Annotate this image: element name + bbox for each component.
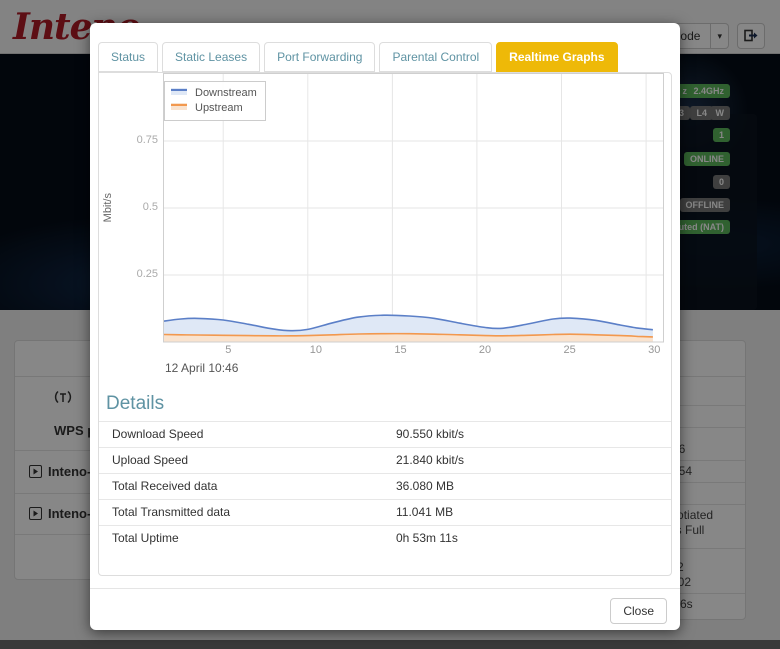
- y-axis-ticks: 0.25 0.5 0.75: [117, 73, 163, 343]
- x-tick-label: 20: [478, 344, 492, 356]
- row-value: 0h 53m 11s: [396, 531, 458, 545]
- wps-antenna-icon: [53, 389, 73, 410]
- y-tick-label: 0.75: [136, 134, 158, 146]
- chart-timestamp: 12 April 10:46: [165, 361, 239, 375]
- tab-static-leases[interactable]: Static Leases: [162, 42, 261, 72]
- row-value: 11.041 MB: [396, 505, 454, 519]
- status-badge-offline: OFFLINE: [679, 198, 730, 212]
- tab-parental-control[interactable]: Parental Control: [379, 42, 493, 72]
- upstream-swatch-icon: [170, 101, 188, 116]
- page-footer-strip: [0, 640, 780, 649]
- chart-plot-area: Downstream Upstream: [163, 73, 664, 343]
- status-badge-online: ONLINE: [683, 152, 730, 166]
- modal-footer: Close: [90, 588, 680, 633]
- traffic-chart: Mbit/s 0.25 0.5 0.75 Downstream Upstream: [99, 73, 671, 343]
- table-row: Total Transmitted data 11.041 MB: [99, 499, 671, 525]
- table-row: Total Uptime 0h 53m 11s: [99, 525, 671, 551]
- chart-legend: Downstream Upstream: [164, 81, 266, 121]
- logout-icon: [744, 29, 758, 45]
- row-label: Download Speed: [112, 427, 204, 441]
- modal-tab-bar: Status Static Leases Port Forwarding Par…: [98, 42, 672, 72]
- status-badge-panel: [677, 114, 757, 310]
- status-badge-routed-nat: outed (NAT): [667, 220, 730, 234]
- mode-caret-button[interactable]: ▾: [711, 23, 729, 49]
- wan-value-fragment: 6s: [680, 597, 693, 611]
- legend-label-downstream: Downstream: [195, 87, 257, 99]
- realtime-graphs-modal: Status Static Leases Port Forwarding Par…: [90, 23, 680, 630]
- table-row: Upload Speed 21.840 kbit/s: [99, 447, 671, 473]
- row-value: 36.080 MB: [396, 479, 455, 493]
- wan-value-fragment: 2: [677, 560, 684, 574]
- row-value: 21.840 kbit/s: [396, 453, 465, 467]
- status-badge-count: 1: [712, 128, 730, 142]
- expand-icon[interactable]: [29, 507, 42, 520]
- row-label: Total Uptime: [112, 531, 179, 545]
- close-button[interactable]: Close: [610, 598, 667, 624]
- downstream-swatch-icon: [170, 86, 188, 101]
- x-tick-label: 10: [309, 344, 323, 356]
- logout-button[interactable]: [737, 23, 765, 49]
- y-tick-label: 0.25: [136, 268, 158, 280]
- x-tick-label: 15: [394, 344, 407, 356]
- tab-content-pane: Mbit/s 0.25 0.5 0.75 Downstream Upstream: [98, 72, 672, 576]
- x-tick-label: 30: [648, 344, 661, 356]
- status-badge-w: W: [709, 106, 730, 120]
- tab-port-forwarding[interactable]: Port Forwarding: [264, 42, 376, 72]
- legend-label-upstream: Upstream: [195, 102, 243, 114]
- details-table: Download Speed 90.550 kbit/s Upload Spee…: [99, 421, 671, 551]
- x-tick-label: 5: [225, 344, 232, 356]
- row-label: Upload Speed: [112, 453, 189, 467]
- row-label: Total Received data: [112, 479, 218, 493]
- tab-status[interactable]: Status: [98, 42, 159, 72]
- chevron-down-icon: ▾: [717, 30, 722, 41]
- x-tick-label: 25: [563, 344, 576, 356]
- details-section-title: Details: [106, 393, 165, 414]
- status-badge-count: 0: [712, 175, 730, 189]
- tab-realtime-graphs[interactable]: Realtime Graphs: [496, 42, 618, 72]
- y-axis-label: Mbit/s: [102, 193, 114, 223]
- status-badge-l4: L4: [690, 106, 713, 120]
- y-tick-label: 0.5: [142, 201, 158, 213]
- status-badge-24ghz: 2.4GHz: [687, 84, 730, 98]
- table-row: Total Received data 36.080 MB: [99, 473, 671, 499]
- row-label: Total Transmitted data: [112, 505, 231, 519]
- row-value: 90.550 kbit/s: [396, 427, 465, 441]
- expand-icon[interactable]: [29, 465, 42, 478]
- table-row: Download Speed 90.550 kbit/s: [99, 421, 671, 447]
- x-axis-ticks: 5 10 15 20 25 30: [163, 343, 664, 358]
